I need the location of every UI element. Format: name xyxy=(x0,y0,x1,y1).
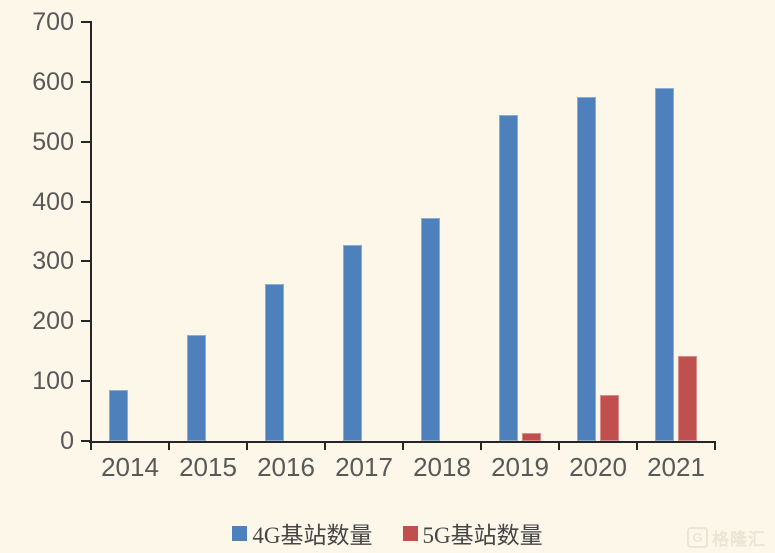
y-axis-tick xyxy=(81,200,91,203)
y-axis-line xyxy=(90,21,92,443)
y-tick-label: 300 xyxy=(32,247,74,276)
x-axis-label: 2015 xyxy=(179,452,237,482)
bar-5g xyxy=(522,433,541,441)
watermark-text: 格隆汇 xyxy=(712,529,766,549)
legend-swatch-4g-icon xyxy=(232,525,248,541)
y-tick-label: 0 xyxy=(60,427,74,455)
y-axis-tick xyxy=(81,440,91,442)
bar-4g xyxy=(187,335,206,441)
x-axis-label: 2020 xyxy=(569,452,627,482)
bar-4g xyxy=(577,96,596,441)
legend-item-5g: 5G基站数量 xyxy=(402,516,543,550)
x-axis-tick xyxy=(168,441,170,450)
bar-4g xyxy=(499,115,518,441)
x-axis-label: 2021 xyxy=(647,452,705,482)
legend: 4G基站数量 5G基站数量 xyxy=(0,518,775,548)
y-tick-label: 200 xyxy=(32,307,74,336)
legend-item-4g: 4G基站数量 xyxy=(232,516,373,550)
legend-swatch-5g-icon xyxy=(402,525,418,541)
x-axis-tick xyxy=(402,441,404,450)
y-axis-tick xyxy=(81,140,91,143)
y-axis-tick xyxy=(81,320,91,323)
bar-4g xyxy=(265,283,284,441)
x-axis-tick xyxy=(480,441,482,450)
bar-5g xyxy=(600,394,619,441)
x-axis-label: 2019 xyxy=(491,452,549,482)
x-axis-tick xyxy=(246,441,248,450)
y-tick-label: 500 xyxy=(32,127,74,156)
y-tick-label: 400 xyxy=(32,187,74,216)
x-axis-label: 2014 xyxy=(101,452,159,482)
x-axis-tick xyxy=(636,441,638,450)
y-axis-tick xyxy=(81,80,91,83)
gelonghui-logo-icon: G xyxy=(687,526,708,548)
watermark: G 格隆汇 xyxy=(687,525,766,549)
y-tick-label: 100 xyxy=(32,367,74,396)
x-axis-tick xyxy=(324,441,326,450)
x-axis-tick xyxy=(714,441,716,450)
bar-4g xyxy=(343,244,362,441)
legend-label-4g: 4G基站数量 xyxy=(252,523,373,548)
legend-label-5g: 5G基站数量 xyxy=(422,523,543,548)
x-axis-tick xyxy=(558,441,560,450)
bar-5g xyxy=(678,356,697,441)
y-tick-label: 600 xyxy=(32,67,74,96)
bar-4g xyxy=(655,87,674,441)
x-axis-label: 2018 xyxy=(413,452,471,482)
y-tick-label: 700 xyxy=(32,8,74,36)
x-axis-tick xyxy=(90,441,92,450)
y-axis-tick xyxy=(81,380,91,383)
x-axis-label: 2016 xyxy=(257,452,315,482)
y-axis-tick xyxy=(81,260,91,263)
y-axis-tick xyxy=(81,21,91,23)
bar-4g xyxy=(421,218,440,441)
bar-4g xyxy=(109,390,128,441)
x-axis-label: 2017 xyxy=(335,452,393,482)
